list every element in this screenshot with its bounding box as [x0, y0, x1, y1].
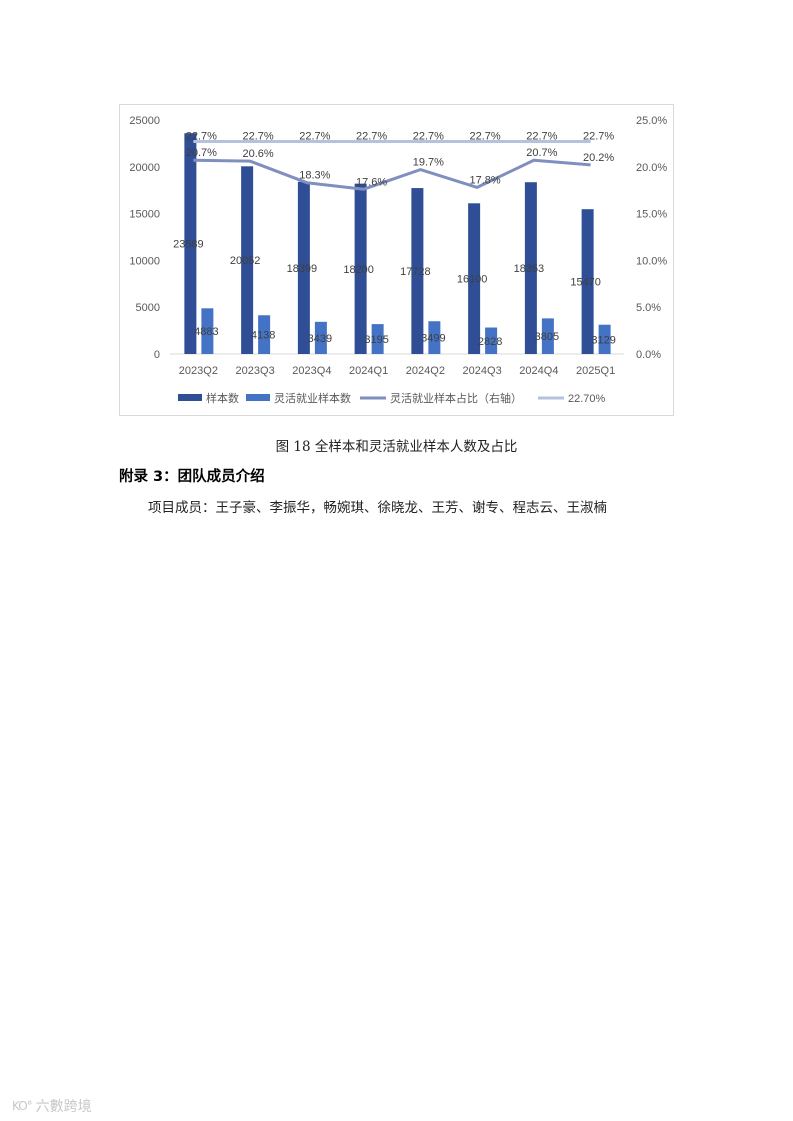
line-data-label: 22.7% [299, 131, 330, 143]
bar-flexible-count [541, 318, 554, 354]
line-data-label: 22.7% [470, 131, 501, 143]
x-tick-label: 2024Q2 [406, 365, 445, 377]
line-data-label: 20.6% [243, 148, 274, 160]
line-data-label: 22.7% [186, 131, 217, 143]
y-left-tick-label: 5000 [136, 302, 160, 314]
bar-data-label: 18200 [343, 264, 374, 276]
bar-data-label: 3129 [591, 334, 615, 346]
watermark-logo-icon: KO° [12, 1099, 33, 1113]
bar-sample-count [581, 209, 594, 354]
y-right-tick-label: 25.0% [636, 115, 667, 127]
bar-data-label: 18399 [287, 263, 318, 275]
bar-data-label: 3195 [364, 334, 388, 346]
y-left-tick-label: 25000 [129, 115, 160, 127]
bar-sample-count [411, 188, 424, 354]
bar-data-label: 18353 [514, 263, 545, 275]
y-right-tick-label: 15.0% [636, 209, 667, 221]
bar-data-label: 23589 [173, 239, 204, 251]
y-right-tick-label: 10.0% [636, 255, 667, 267]
line-data-label: 20.2% [583, 152, 614, 164]
y-left-tick-label: 10000 [129, 255, 160, 267]
bar-flexible-count [371, 324, 384, 354]
legend-label: 样本数 [206, 391, 239, 405]
bar-flexible-count [428, 321, 441, 354]
y-left-tick-label: 0 [154, 349, 160, 361]
bar-data-label: 4138 [251, 330, 275, 342]
bar-flexible-count [314, 321, 327, 354]
bar-data-label: 3805 [535, 331, 559, 343]
y-right-tick-label: 0.0% [636, 349, 661, 361]
line-data-label: 19.7% [413, 157, 444, 169]
line-data-label: 18.3% [299, 170, 330, 182]
bar-data-label: 20052 [230, 255, 261, 267]
legend-label: 灵活就业样本数 [274, 391, 351, 405]
x-tick-label: 2023Q4 [292, 365, 331, 377]
line-data-label: 17.8% [470, 174, 501, 186]
watermark: KO° 六數跨境 [12, 1096, 92, 1116]
bar-data-label: 2828 [478, 336, 502, 348]
appendix-heading: 附录 3：团队成员介绍 [119, 469, 265, 485]
y-right-tick-label: 5.0% [636, 302, 661, 314]
y-right-tick-label: 20.0% [636, 162, 667, 174]
y-left-tick-label: 15000 [129, 209, 160, 221]
x-tick-label: 2024Q4 [519, 365, 558, 377]
bar-flexible-count [201, 308, 214, 354]
x-tick-label: 2023Q2 [179, 365, 218, 377]
combo-chart: 0 5000 10000 15000 20000 25000 0.0% 5.0% 10.0% 15… [129, 115, 667, 405]
team-members-text: 项目成员：王子豪、李振华，畅婉琪、徐晓龙、王芳、谢专、程志云、王淑楠 [148, 500, 607, 516]
legend-label: 灵活就业样本占比（右轴） [390, 391, 522, 405]
bar-sample-count [354, 183, 367, 354]
bar-data-label: 15470 [570, 277, 601, 289]
watermark-text: 六數跨境 [35, 1099, 92, 1115]
bar-sample-count [297, 181, 310, 354]
bar-data-label: 4883 [194, 326, 218, 338]
bar-data-label: 16100 [457, 274, 488, 286]
bar-sample-count [241, 166, 254, 354]
line-data-label: 20.7% [186, 147, 217, 159]
x-tick-label: 2025Q1 [576, 365, 615, 377]
figure-caption: 图 18 全样本和灵活就业样本人数及占比 [275, 439, 518, 455]
line-data-label: 22.7% [583, 131, 614, 143]
y-left-tick-label: 20000 [129, 162, 160, 174]
bar-sample-count [524, 182, 537, 354]
legend-swatch [246, 394, 270, 401]
x-tick-label: 2024Q3 [463, 365, 502, 377]
bar-data-label: 3439 [308, 333, 332, 345]
line-data-label: 22.7% [243, 131, 274, 143]
line-data-label: 22.7% [356, 131, 387, 143]
line-data-label: 22.7% [526, 131, 557, 143]
bar-data-label: 17728 [400, 266, 431, 278]
line-data-label: 17.6% [356, 176, 387, 188]
x-tick-label: 2023Q3 [236, 365, 275, 377]
bar-sample-count [184, 133, 197, 354]
legend-label: 22.70% [568, 393, 606, 405]
legend-swatch [178, 394, 202, 401]
bar-flexible-count [258, 315, 271, 354]
bar-flexible-count [485, 327, 498, 354]
bar-flexible-count [598, 324, 611, 354]
chart-frame: 0 5000 10000 15000 20000 25000 0.0% 5.0% 10.0% 15… [119, 104, 674, 416]
bar-sample-count [468, 203, 481, 354]
bar-data-label: 3499 [421, 333, 445, 345]
line-data-label: 22.7% [413, 131, 444, 143]
x-tick-label: 2024Q1 [349, 365, 388, 377]
line-flexible-share [193, 158, 591, 191]
line-data-label: 20.7% [526, 147, 557, 159]
